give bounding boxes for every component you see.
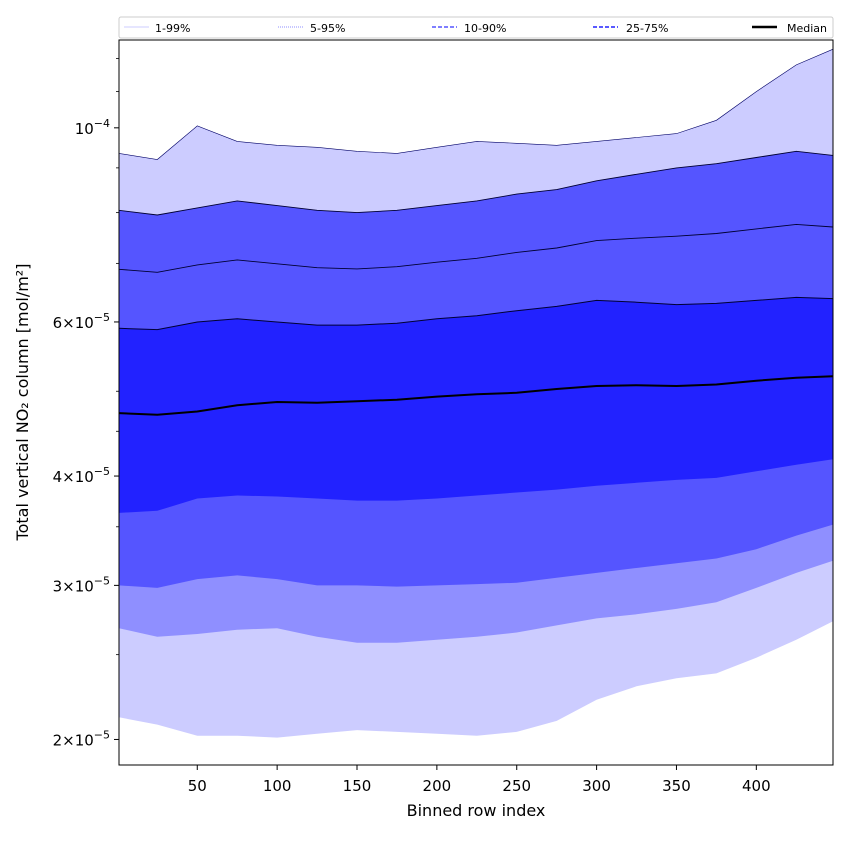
line-layer <box>118 48 834 416</box>
y-tick-label: 2×10−5 <box>53 728 110 749</box>
x-tick-label: 200 <box>423 777 452 795</box>
y-tick-label: 10−4 <box>75 117 110 138</box>
legend-label: 5-95% <box>310 22 345 35</box>
line-99-percentile <box>118 48 834 160</box>
legend: 1-99% 5-95% 10-90% 25-75% Median <box>118 16 834 39</box>
x-tick-label: 100 <box>263 777 292 795</box>
line-upper-inner-percentile <box>118 223 834 273</box>
x-tick-label: 50 <box>188 777 207 795</box>
legend-label: Median <box>787 22 827 35</box>
legend-label: 1-99% <box>155 22 190 35</box>
line-75-percentile <box>118 296 834 331</box>
band-layer <box>119 49 833 738</box>
x-tick-label: 400 <box>742 777 771 795</box>
y-tick-label: 3×10−5 <box>53 574 110 595</box>
legend-label: 10-90% <box>464 22 506 35</box>
plot-frame <box>118 39 834 766</box>
x-tick-label: 150 <box>343 777 372 795</box>
line-median <box>118 375 834 416</box>
x-tick-label: 250 <box>502 777 531 795</box>
line-90-percentile <box>118 150 834 216</box>
y-axis: 2×10−5 3×10−5 4×10−5 6×10−5 10−4 <box>53 58 119 749</box>
y-axis-label: Total vertical NO₂ column [mol/m²] <box>13 264 32 542</box>
x-tick-label: 350 <box>662 777 691 795</box>
x-tick-label: 300 <box>582 777 611 795</box>
band-25-75 <box>119 297 833 513</box>
legend-label: 25-75% <box>626 22 668 35</box>
legend-box <box>118 16 834 39</box>
y-tick-label: 6×10−5 <box>53 311 110 332</box>
x-axis: 50 100 150 200 250 300 350 400 <box>188 765 771 795</box>
x-axis-label: Binned row index <box>407 801 546 820</box>
y-tick-label: 4×10−5 <box>53 465 110 486</box>
